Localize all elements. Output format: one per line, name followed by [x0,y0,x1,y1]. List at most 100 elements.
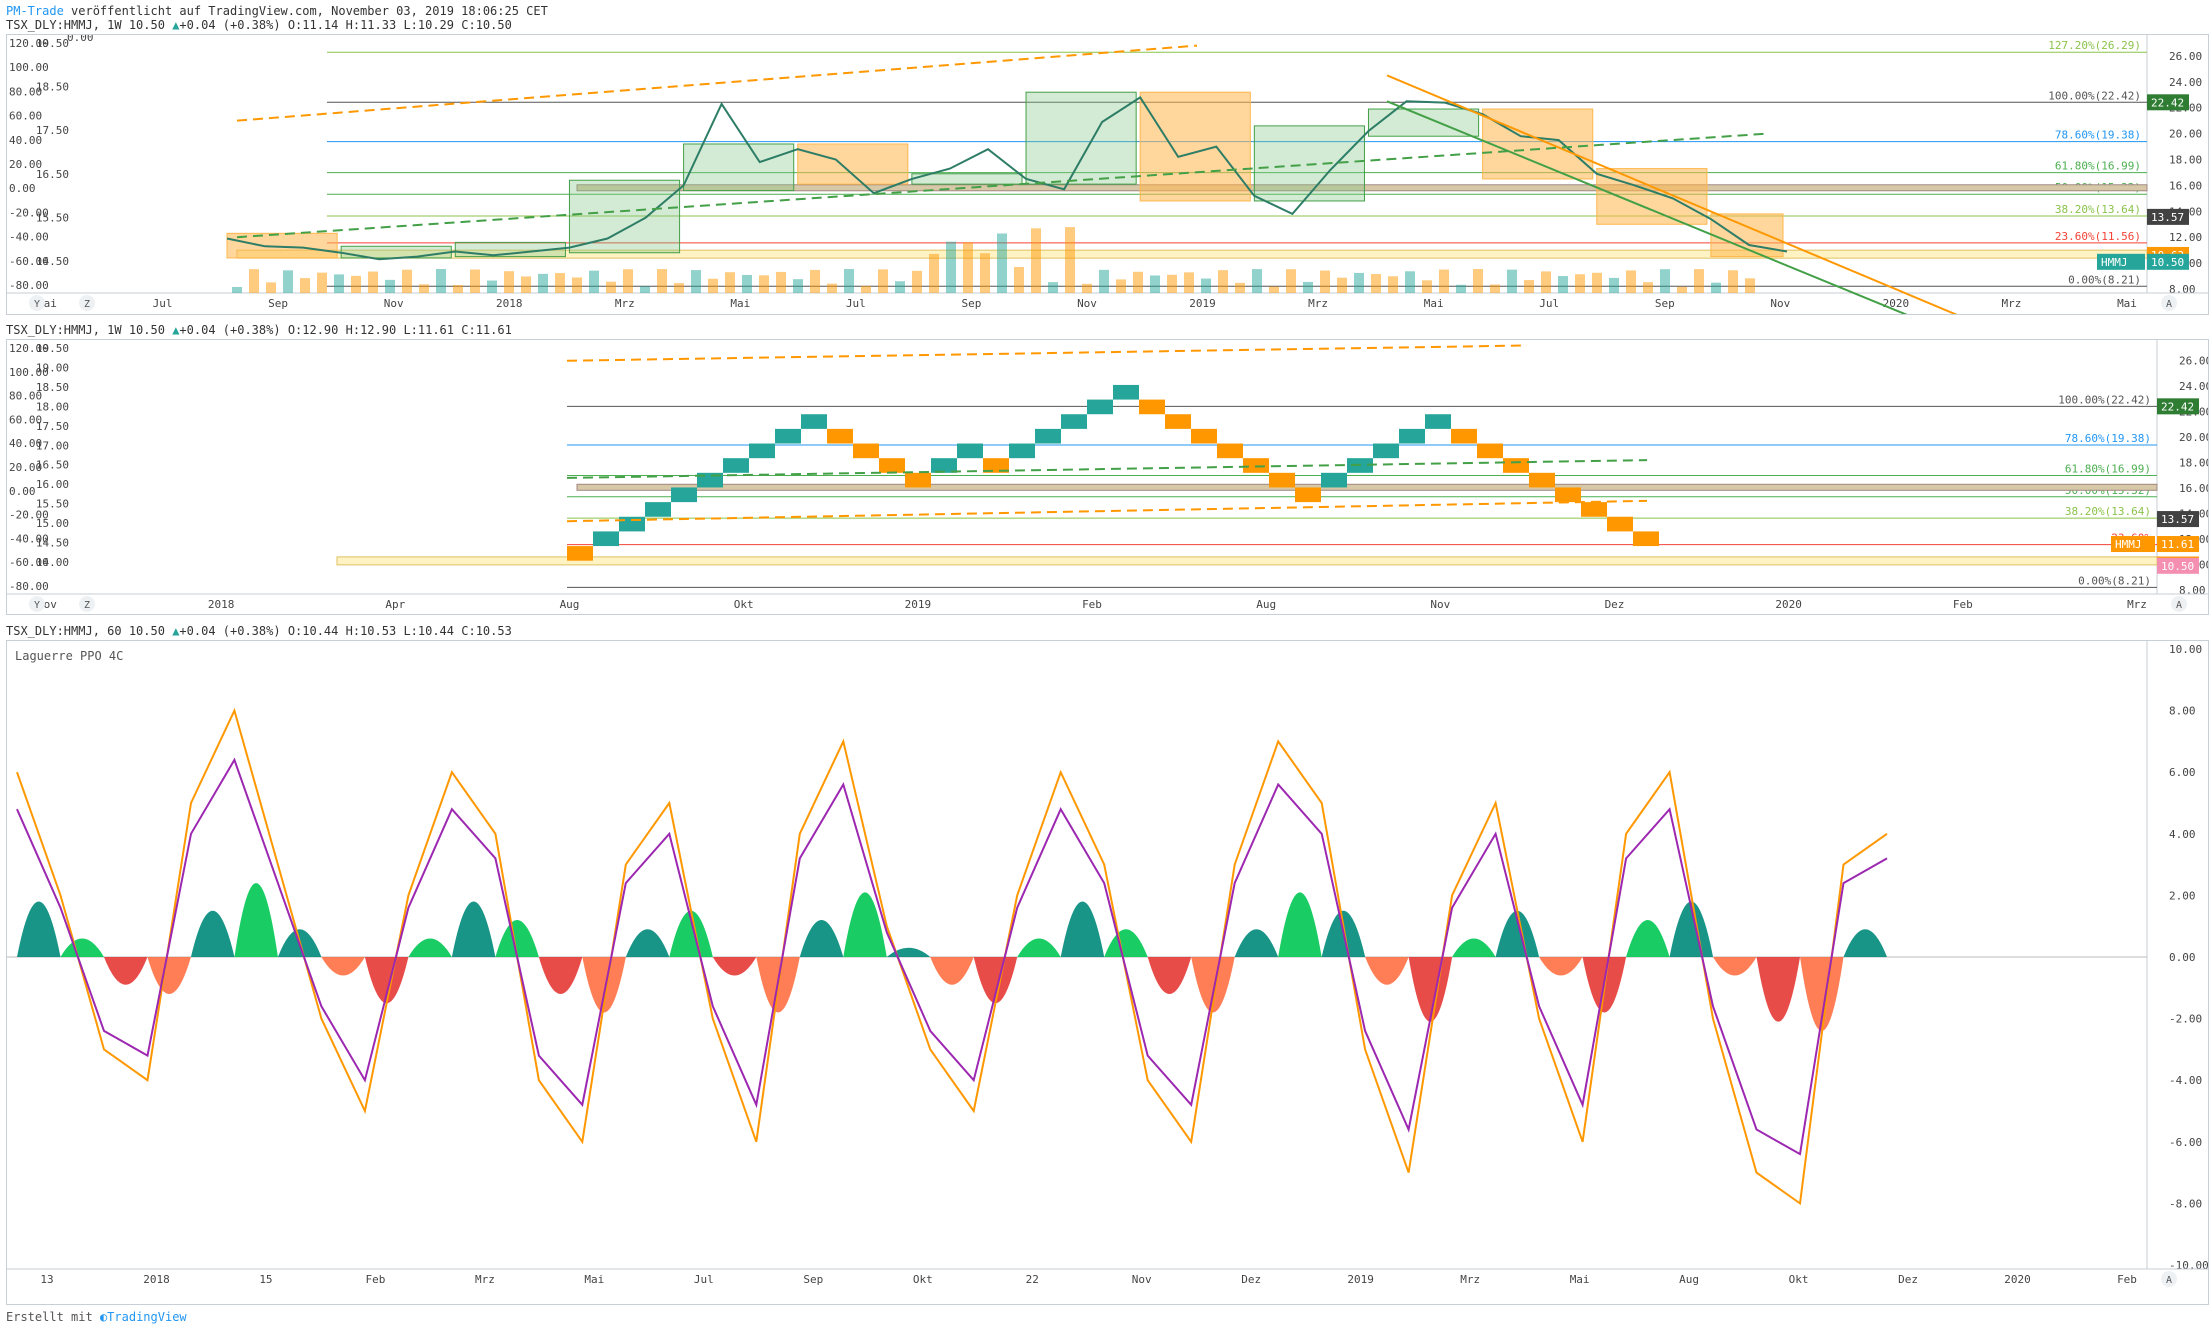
left-axis-outer-tick: 20.00 [9,158,42,171]
x-axis-tick: Mai [1570,1273,1590,1286]
trend-line [566,344,1528,362]
publish-info: veröffentlicht auf TradingView.com, Nove… [71,4,548,18]
left-axis-inner-tick: 17.00 [36,439,69,452]
price-tag-label: 22.42 [2151,96,2184,109]
fib-level-label: 0.00%(8.21) [2078,574,2151,587]
up-arrow-icon: ▲ [172,323,180,337]
author-link[interactable]: PM-Trade [6,4,64,18]
renko-brick [1373,443,1399,459]
pane3-open: O:10.44 [287,624,339,638]
ppo-histogram [1104,929,1148,957]
scale-button [2161,1271,2177,1287]
price-tag [2147,94,2189,111]
volume-bar [266,282,276,293]
pane2-open: O:12.90 [287,323,339,337]
laguerre-chart-pane[interactable]: Laguerre PPO 4C 10.00 8.00 6.00 4.00 2.00 0.0… [6,640,2209,1305]
volume-bar [997,233,1007,293]
renko-brick [801,414,827,429]
renko-brick [1503,458,1529,473]
renko-brick [853,443,879,459]
x-axis-tick: Feb [2117,1273,2137,1286]
volume-bar [963,242,973,293]
fib-level-label: 38.20%(13.64) [2055,203,2141,216]
renko-chart-pane[interactable]: 26.0024.0022.0020.0018.0016.0014.0012.00… [6,339,2209,615]
channel-line [1386,74,1958,316]
x-axis-tick: Mai [730,297,750,310]
ppo-histogram [495,920,539,957]
x-axis-tick: Jul [694,1273,714,1286]
scale-button-label: Y [34,299,40,310]
volume-bar [1439,269,1449,293]
x-axis-tick: Nov [384,297,404,310]
right-axis-tick: 8.00 [2179,584,2206,597]
weekly-chart-pane[interactable]: 26.0024.0022.0020.0018.0016.0014.0012.00… [6,31,2209,316]
volume-bar [1456,284,1466,293]
x-axis-tick: Dez [1898,1273,1918,1286]
scale-button [79,596,95,612]
left-axis-inner-tick: 15.50 [36,498,69,511]
volume-bar [1167,274,1177,293]
volume-bar [1371,274,1381,293]
x-axis-tick: 2018 [143,1273,170,1286]
volume-bar [640,286,650,293]
renko-brick [1555,487,1581,503]
x-axis-tick: Mai [584,1273,604,1286]
volume-bar [1116,279,1126,293]
left-axis-outer-tick: 120.00 [9,342,49,355]
price-tag-label: HMMJ [2115,538,2142,551]
volume-bar [1082,283,1092,293]
renko-brick [957,443,983,459]
ppo-histogram [1408,957,1453,1022]
volume-bar [402,269,412,293]
x-axis-tick: Jul [846,297,866,310]
volume-bar [232,287,242,293]
ppo-histogram [1843,929,1887,957]
right-axis-tick: -4.00 [2169,1074,2202,1087]
price-tag-label: 13.57 [2151,211,2184,224]
x-axis-tick: Mrz [2127,598,2147,611]
ppo-histogram [538,957,583,994]
volume-bar [810,269,820,293]
footer-brand[interactable]: TradingView [107,1310,187,1324]
volume-bar [1031,228,1041,293]
renko-brick [749,443,775,459]
pane1-change: +0.04 (+0.38%) [179,18,281,32]
weekly-candle [1139,91,1251,202]
ppo-histogram [190,910,235,957]
fib-level-label: 23.60%(11.56) [2055,230,2141,243]
renko-brick [1217,443,1243,459]
price-tag-label: 11.61 [2161,538,2194,551]
volume-bar [674,283,684,293]
fib-level-label: 127.20%(26.29) [2048,39,2141,52]
volume-bar [1711,282,1721,293]
x-axis-tick: Mrz [1308,297,1328,310]
x-axis-tick: Sep [1655,297,1675,310]
volume-bar [1558,276,1568,293]
volume-bar [1609,277,1619,293]
footer-prefix: Erstellt mit [6,1310,93,1324]
volume-bar [1320,270,1330,293]
trend-line [566,499,1648,523]
left-axis-outer-tick: 0.00 [9,182,36,195]
ppo-histogram [1147,957,1192,994]
price-tag-label: 13.57 [2161,513,2194,526]
renko-brick [593,531,619,547]
x-axis-tick: 2019 [1189,297,1216,310]
ppo-histogram [930,957,974,985]
right-axis-tick: -2.00 [2169,1013,2202,1026]
ppo-histogram [408,938,452,957]
left-axis-outer-tick: 100.00 [9,366,49,379]
x-axis-tick: Aug [1679,1273,1699,1286]
x-axis-tick: 2018 [208,598,235,611]
publish-header: PM-Trade veröffentlicht auf TradingView.… [6,4,548,18]
scale-button-label: Z [84,299,90,310]
renko-brick [879,458,905,473]
x-axis-tick: Okt [734,598,754,611]
volume-bar [521,276,531,293]
left-axis-outer-tick: -40.00 [9,231,49,244]
pane1-legend: TSX_DLY:HMMJ, 1W 10.50 ▲+0.04 (+0.38%) O… [6,18,512,32]
fib-level-label: 78.60%(19.38) [2055,129,2141,142]
x-axis-tick: Feb [1082,598,1102,611]
x-axis-tick: 2019 [1347,1273,1374,1286]
volume-bar [385,279,395,293]
